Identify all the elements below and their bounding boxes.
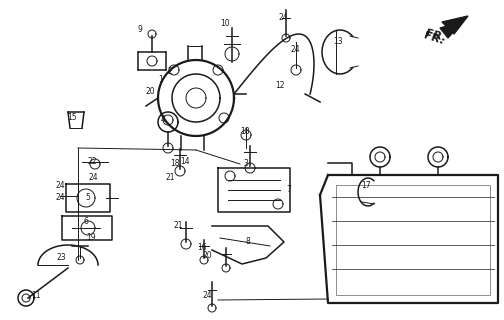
- Text: 14: 14: [180, 157, 190, 166]
- Text: 9: 9: [138, 25, 143, 34]
- Polygon shape: [442, 16, 468, 34]
- Text: 17: 17: [361, 181, 371, 190]
- Text: 20: 20: [202, 252, 212, 260]
- Text: 21: 21: [165, 173, 175, 182]
- Text: 18: 18: [170, 158, 180, 167]
- Text: 1: 1: [159, 76, 163, 84]
- Text: 24: 24: [290, 45, 300, 54]
- Text: 21: 21: [173, 221, 183, 230]
- Text: 24: 24: [55, 180, 65, 189]
- Text: 16: 16: [197, 244, 207, 252]
- Text: 20: 20: [145, 87, 155, 97]
- Text: 15: 15: [67, 114, 77, 123]
- Text: 2: 2: [168, 68, 172, 76]
- Text: 24: 24: [55, 193, 65, 202]
- Text: 6: 6: [84, 218, 88, 227]
- Polygon shape: [440, 22, 462, 38]
- Text: 12: 12: [275, 81, 285, 90]
- Text: 11: 11: [31, 292, 41, 300]
- Text: 8: 8: [245, 236, 250, 245]
- Text: 19: 19: [86, 234, 96, 243]
- Text: 24: 24: [278, 13, 288, 22]
- Text: FR.: FR.: [422, 30, 445, 46]
- Text: 13: 13: [333, 37, 343, 46]
- Text: 18: 18: [240, 127, 250, 137]
- Text: 5: 5: [86, 193, 90, 202]
- Text: 7: 7: [287, 185, 291, 194]
- Text: 22: 22: [87, 157, 97, 166]
- Text: 23: 23: [56, 253, 66, 262]
- Text: 4: 4: [161, 116, 165, 124]
- Text: 3: 3: [243, 158, 248, 167]
- Text: 10: 10: [220, 20, 230, 28]
- Text: 24: 24: [202, 292, 212, 300]
- Text: 24: 24: [88, 173, 98, 182]
- Text: FR.: FR.: [424, 28, 447, 44]
